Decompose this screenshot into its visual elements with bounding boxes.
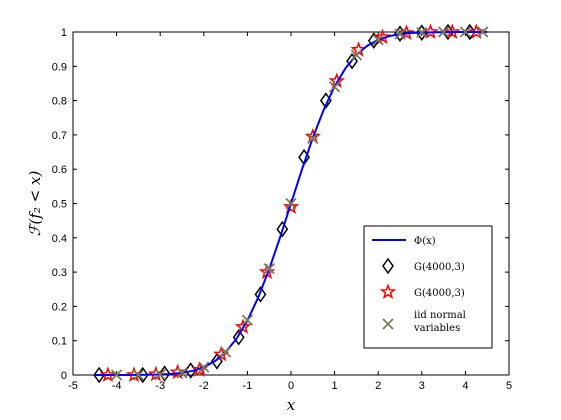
y-tick-label: 0.8 <box>52 96 67 108</box>
x-marker <box>176 367 188 379</box>
star-marker <box>422 23 439 40</box>
x-tick-label: 1 <box>332 380 338 392</box>
star-marker <box>147 365 165 382</box>
star-marker <box>169 363 186 380</box>
legend-label: G(4000,3) <box>414 288 465 299</box>
y-tick-label: 0.4 <box>52 233 67 245</box>
y-tick-label: 0 <box>61 370 67 382</box>
y-axis-label: ℱ(f₂ < x) <box>26 171 44 237</box>
diamond-marker <box>346 52 358 70</box>
x-marker <box>110 369 123 381</box>
diamond-marker <box>276 220 289 238</box>
x-marker <box>328 81 341 93</box>
y-tick-label: 0.3 <box>52 267 67 279</box>
series-layer <box>93 23 489 384</box>
x-marker <box>477 26 489 38</box>
x-tick-label: 3 <box>419 380 425 392</box>
legend-diamond-swatch <box>382 257 394 275</box>
star-marker <box>99 366 117 383</box>
diamond-marker <box>158 365 171 382</box>
y-tick-label: 0.1 <box>52 336 67 348</box>
x-marker <box>132 369 145 381</box>
diamond-marker <box>254 286 267 303</box>
legend: Φ(x) G(4000,3) G(4000,3) iid normal variable… <box>363 225 493 349</box>
y-tick-label: 0.2 <box>52 301 67 313</box>
x-marker <box>394 28 406 40</box>
y-tick-label: 1 <box>61 27 67 39</box>
x-tick-label: 0 <box>288 380 294 392</box>
x-marker <box>263 263 275 275</box>
x-tick-label: 5 <box>506 380 512 392</box>
x-axis-label: x <box>287 396 296 414</box>
x-marker <box>198 361 210 373</box>
x-marker <box>241 314 254 326</box>
x-marker <box>219 346 232 358</box>
legend-label: Φ(x) <box>414 236 436 247</box>
axis-ticks: -5 -4 -3 -2 -1 0 1 2 3 4 5 0 0.1 0.2 0.3 0.4 0.5 0.6 0.7 0.… <box>52 27 512 392</box>
legend-x-swatch <box>382 318 394 330</box>
y-tick-label: 0.6 <box>52 164 67 176</box>
x-marker <box>416 26 428 38</box>
legend-label: variables <box>413 323 460 334</box>
x-tick-label: -1 <box>243 380 253 392</box>
y-tick-label: 0.9 <box>52 61 67 73</box>
x-tick-label: -3 <box>155 380 165 392</box>
x-tick-label: 2 <box>375 380 381 392</box>
x-marker <box>350 49 363 61</box>
x-tick-label: -2 <box>199 380 209 392</box>
x-marker <box>437 26 450 38</box>
star-marker <box>125 366 143 383</box>
x-marker <box>154 369 166 381</box>
legend-label: iid normal <box>414 310 466 321</box>
x-tick-label: 4 <box>462 380 468 392</box>
x-marker <box>307 132 319 144</box>
star-marker <box>374 28 391 45</box>
star-marker <box>282 198 300 214</box>
legend-star-swatch <box>379 283 397 300</box>
x-marker <box>372 34 384 46</box>
x-marker <box>459 26 472 38</box>
y-tick-label: 0.7 <box>52 130 67 142</box>
diamond-marker <box>210 352 223 370</box>
x-tick-label: -5 <box>68 380 78 392</box>
x-tick-label: -4 <box>112 380 122 392</box>
x-marker <box>285 197 297 210</box>
y-tick-label: 0.5 <box>52 199 67 211</box>
star-marker <box>444 23 461 40</box>
legend-label: G(4000,3) <box>414 262 465 273</box>
diamond-marker <box>232 328 245 346</box>
